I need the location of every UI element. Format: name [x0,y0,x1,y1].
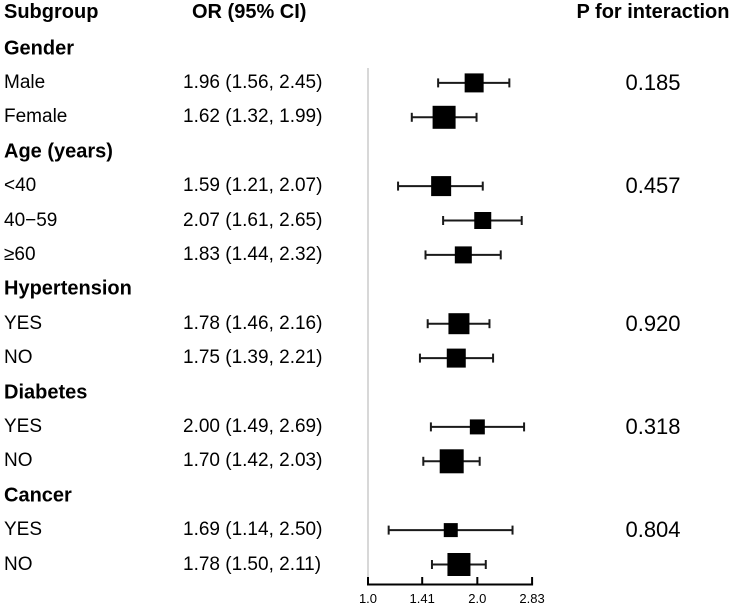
p-for-interaction-value: 0.920 [625,310,681,336]
p-for-interaction-value: 0.457 [625,173,681,199]
group-label: Diabetes [4,381,88,403]
subgroup-row: ≥60 1.83 (1.44, 2.32) [0,238,738,272]
column-header-subgroup: Subgroup [4,1,99,23]
subgroup-label: <40 [4,175,37,197]
or-ci-value: 2.00 (1.49, 2.69) [183,415,323,437]
subgroup-label: Male [4,71,46,93]
or-ci-value: 2.07 (1.61, 2.65) [183,209,323,231]
subgroup-label: 40−59 [4,209,58,231]
subgroup-row: Female 1.62 (1.32, 1.99) [0,100,738,134]
subgroup-label: ≥60 [4,243,36,265]
subgroup-row: YES 1.69 (1.14, 2.50) 0.804 [0,513,738,547]
or-ci-value: 1.75 (1.39, 2.21) [183,347,323,369]
x-axis-tick-label: 2.0 [468,591,486,606]
x-axis-tick-label: 1.41 [410,591,435,606]
x-axis-tick-label: 2.83 [519,591,544,606]
p-for-interaction-value: 0.185 [625,69,681,95]
subgroup-row: NO 1.78 (1.50, 2.11) [0,548,738,582]
or-ci-value: 1.62 (1.32, 1.99) [183,106,323,128]
group-row: Gender [0,32,738,66]
column-header-p-for-interaction: P for interaction [576,1,730,23]
x-axis-tick-label: 1.0 [359,591,377,606]
column-header-or-ci: OR (95% CI) [192,1,307,23]
group-label: Hypertension [4,277,132,300]
group-row: Hypertension [0,272,738,306]
p-for-interaction-value: 0.804 [625,517,681,543]
subgroup-label: YES [4,519,43,541]
or-ci-value: 1.59 (1.21, 2.07) [183,175,323,197]
subgroup-label: NO [4,450,33,472]
subgroup-row: Male 1.96 (1.56, 2.45) 0.185 [0,66,738,100]
group-label: Cancer [4,484,72,507]
group-row: Age (years) [0,135,738,169]
or-ci-value: 1.83 (1.44, 2.32) [183,243,323,265]
or-ci-value: 1.69 (1.14, 2.50) [183,519,323,541]
p-for-interaction-value: 0.318 [625,413,681,439]
subgroup-row: 40−59 2.07 (1.61, 2.65) [0,204,738,238]
subgroup-label: YES [4,312,43,334]
subgroup-row: YES 1.78 (1.46, 2.16) 0.920 [0,307,738,341]
group-row: Cancer [0,479,738,513]
or-ci-value: 1.78 (1.50, 2.11) [183,553,322,575]
group-label: Gender [4,37,75,59]
subgroup-row: YES 2.00 (1.49, 2.69) 0.318 [0,410,738,444]
subgroup-row: NO 1.70 (1.42, 2.03) [0,444,738,478]
subgroup-row: NO 1.75 (1.39, 2.21) [0,341,738,375]
or-ci-value: 1.96 (1.56, 2.45) [183,71,323,93]
subgroup-label: NO [4,347,33,369]
or-ci-value: 1.70 (1.42, 2.03) [183,450,323,472]
or-ci-value: 1.78 (1.46, 2.16) [183,312,323,334]
subgroup-label: YES [4,415,43,437]
subgroup-label: NO [4,553,33,575]
group-label: Age (years) [4,140,113,163]
subgroup-row: <40 1.59 (1.21, 2.07) 0.457 [0,169,738,203]
subgroup-label: Female [4,106,68,128]
group-row: Diabetes [0,376,738,410]
